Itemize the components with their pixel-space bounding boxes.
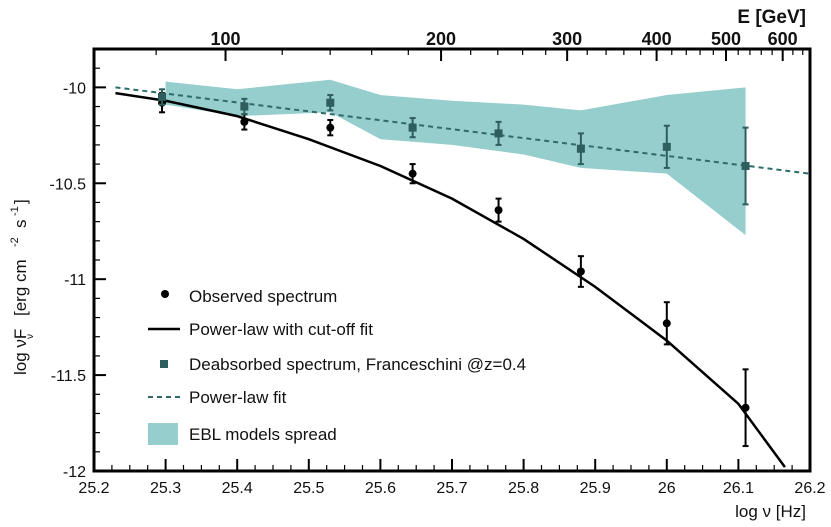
observed-point [240, 118, 248, 126]
legend-label-observed: Observed spectrum [189, 287, 337, 306]
legend-label-cutoff-fit: Power-law with cut-off fit [189, 320, 373, 339]
top-tick-label: 100 [211, 29, 241, 49]
y-label-units: [erg cm [11, 259, 30, 316]
deabsorbed-point [495, 129, 503, 137]
legend-label-power-law: Power-law fit [189, 388, 287, 407]
deabsorbed-point [742, 162, 750, 170]
x-tick-label: 25.4 [222, 480, 253, 497]
x-tick-label: 25.3 [150, 480, 181, 497]
top-tick-label: 500 [711, 29, 741, 49]
observed-point [663, 319, 671, 327]
top-tick-label: 400 [642, 29, 672, 49]
x-tick-label: 26.2 [794, 480, 825, 497]
x-tick-label: 25.7 [436, 480, 467, 497]
y-label-exp1: -2 [9, 237, 21, 247]
deabsorbed-point [663, 143, 671, 151]
y-label-sub: ν [25, 334, 36, 339]
top-tick-label: 600 [768, 29, 798, 49]
y-tick-label: -11.5 [51, 368, 86, 385]
top-tick-label: 200 [426, 29, 456, 49]
legend-marker-ebl-band [148, 423, 178, 445]
legend-marker-deabsorbed [160, 360, 168, 368]
x-tick-label: 25.2 [78, 480, 109, 497]
y-label-exp2: -1 [9, 206, 21, 216]
observed-point [742, 404, 750, 412]
x-tick-label: 26 [658, 480, 676, 497]
x-tick-label: 25.9 [580, 480, 611, 497]
deabsorbed-point [409, 124, 417, 132]
deabsorbed-point [158, 93, 166, 101]
y-label-close: ] [11, 199, 30, 204]
deabsorbed-point [326, 99, 334, 107]
observed-point [326, 124, 334, 132]
y-label-s: s [11, 220, 30, 229]
legend-label-ebl-band: EBL models spread [189, 425, 337, 444]
legend-label-deabsorbed: Deabsorbed spectrum, Franceschini @z=0.4 [189, 355, 526, 374]
y-axis-label: log νF ν [erg cm -2 s -1 ] [9, 199, 36, 375]
deabsorbed-point [577, 145, 585, 153]
top-axis-label: E [GeV] [737, 7, 806, 28]
x-tick-label: 25.8 [508, 480, 539, 497]
observed-point [409, 170, 417, 178]
sed-chart: 25.2 25.3 25.4 25.5 25.6 25.7 25.8 25.9 26 26.1 26… [0, 0, 831, 527]
observed-point [577, 268, 585, 276]
x-tick-label: 26.1 [723, 480, 754, 497]
y-tick-label: -12 [63, 464, 86, 481]
x-tick-label: 25.5 [293, 480, 324, 497]
y-tick-label: -10.5 [50, 176, 87, 193]
deabsorbed-point [240, 103, 248, 111]
x-axis-label: log ν [Hz] [735, 502, 806, 521]
y-tick-label: -11 [64, 272, 86, 289]
top-tick-label: 300 [552, 29, 582, 49]
observed-point [495, 206, 503, 214]
legend-marker-observed [161, 290, 169, 298]
y-tick-label: -10 [63, 80, 86, 97]
x-tick-label: 25.6 [365, 480, 396, 497]
